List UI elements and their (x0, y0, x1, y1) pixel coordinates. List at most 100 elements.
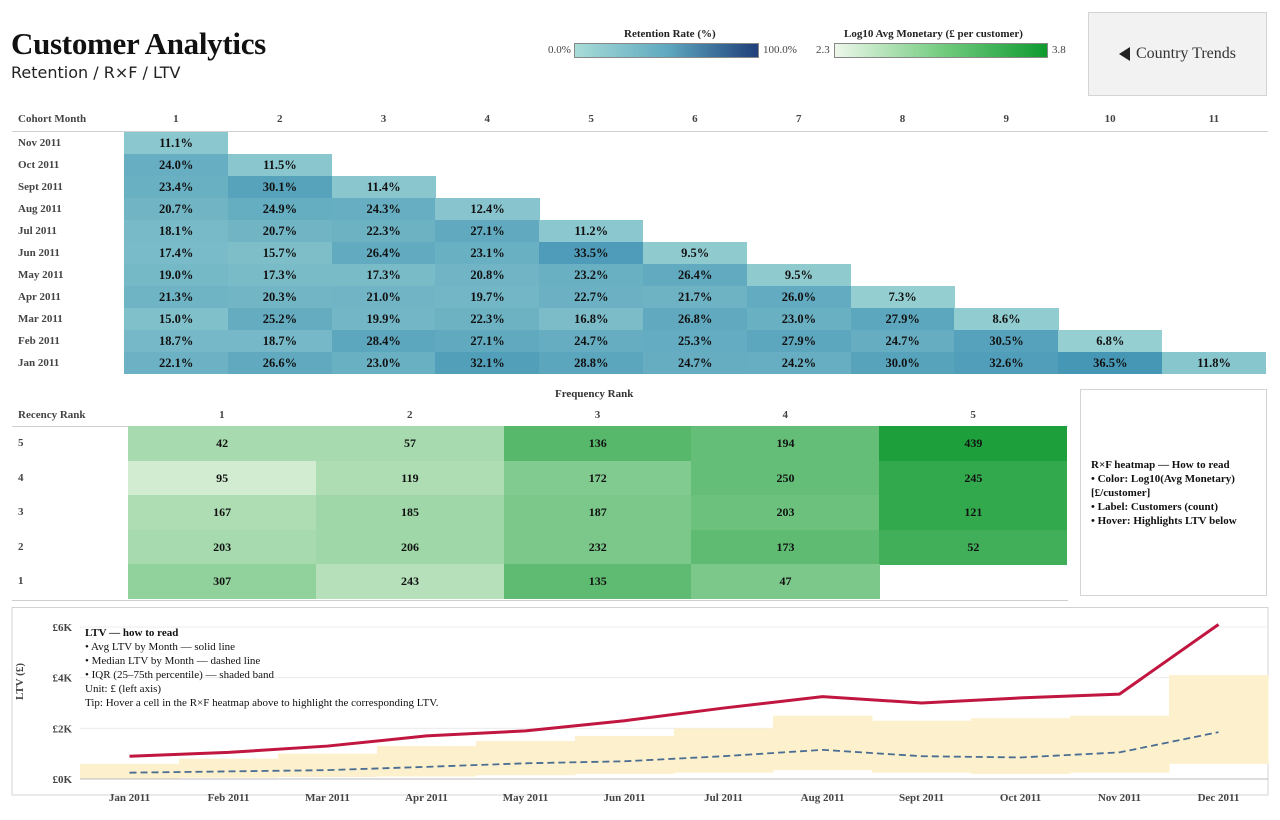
cohort-row-label: Feb 2011 (18, 335, 60, 347)
ltv-x-tick: Jun 2011 (604, 792, 646, 804)
cohort-column-header: 1 (173, 113, 179, 125)
ltv-iqr-band (278, 753, 378, 777)
rxf-cell[interactable]: 203 (128, 529, 317, 565)
cohort-row-label: May 2011 (18, 269, 64, 281)
rxf-cell[interactable]: 185 (315, 495, 505, 531)
cohort-row-label: Jan 2011 (18, 357, 60, 369)
rxf-row-label: 5 (18, 437, 24, 449)
cohort-cell: 28.8% (539, 352, 644, 374)
cohort-cell: 9.5% (746, 264, 852, 286)
rxf-cell[interactable]: 206 (315, 529, 505, 565)
cohort-cell: 18.7% (227, 330, 333, 352)
ltv-iqr-band (773, 715, 873, 771)
cohort-cell: 26.4% (643, 264, 748, 286)
rxf-cell[interactable]: 47 (691, 564, 880, 600)
ltv-help-line: Unit: £ (left axis) (85, 683, 162, 695)
cohort-row-label: Aug 2011 (18, 203, 62, 215)
cohort-cell: 11.2% (539, 220, 644, 242)
rxf-column-header: 4 (782, 409, 789, 421)
country-trends-button[interactable]: Country Trends (1088, 12, 1267, 96)
cohort-cell: 23.2% (539, 264, 644, 286)
rxf-cell[interactable]: 121 (879, 495, 1068, 531)
monetary-legend-gradient (834, 43, 1048, 58)
retention-legend-min: 0.0% (548, 44, 571, 56)
cohort-row-label: Mar 2011 (18, 313, 63, 325)
rxf-cell[interactable]: 172 (503, 460, 692, 496)
cohort-cell: 24.7% (539, 330, 644, 352)
median-ltv-line (129, 731, 1219, 774)
cohort-cell: 11.4% (331, 176, 436, 198)
rxf-cell[interactable]: 232 (503, 529, 692, 565)
cohort-cell: 27.1% (435, 330, 540, 352)
cohort-cell: 18.1% (124, 220, 229, 242)
rxf-cell[interactable]: 439 (879, 426, 1068, 462)
rxf-cell[interactable]: 307 (128, 564, 317, 600)
ltv-iqr-band (377, 746, 477, 777)
cohort-cell: 21.3% (124, 286, 229, 308)
page-title: Customer Analytics (11, 26, 266, 61)
cohort-cell: 20.3% (227, 286, 333, 308)
ltv-iqr-band (1070, 715, 1170, 773)
rxf-column-header: 3 (594, 409, 601, 421)
monetary-legend-min: 2.3 (816, 44, 830, 56)
ltv-y-tick: £2K (52, 723, 72, 735)
cohort-cell: 6.8% (1058, 330, 1163, 352)
rxf-cell[interactable]: 167 (128, 495, 317, 531)
cohort-cell: 21.7% (643, 286, 748, 308)
cohort-row-header: Cohort Month (18, 113, 87, 125)
cohort-cell: 24.7% (643, 352, 748, 374)
cohort-cell: 27.1% (435, 220, 540, 242)
cohort-column-header: 11 (1208, 113, 1220, 125)
rxf-column-header: 5 (970, 409, 976, 421)
cohort-cell: 30.0% (850, 352, 955, 374)
ltv-iqr-band (1169, 675, 1269, 764)
cohort-cell: 32.1% (435, 352, 540, 374)
cohort-column-header: 5 (588, 113, 594, 125)
ltv-y-axis-label: LTV (£) (14, 663, 26, 700)
cohort-cell: 11.5% (227, 154, 333, 176)
ltv-iqr-band (476, 741, 576, 776)
ltv-help-line: • Median LTV by Month — dashed line (85, 655, 261, 667)
rxf-cell[interactable]: 243 (315, 564, 505, 600)
cohort-cell: 17.4% (124, 242, 229, 264)
rxf-column-header: 2 (406, 409, 413, 421)
ltv-iqr-band (575, 735, 675, 774)
rxf-cell[interactable]: 135 (503, 564, 692, 600)
cohort-cell: 22.1% (124, 352, 229, 374)
ltv-line-chart: £0K £2K £4K £6K Jan 2011 Feb 2011 Mar 2011 Apr … (11, 607, 1269, 804)
rxf-bottom-divider (12, 600, 1068, 601)
ltv-x-tick: Jan 2011 (109, 792, 150, 804)
rxf-cell[interactable]: 57 (315, 426, 505, 462)
cohort-cell: 7.3% (850, 286, 955, 308)
cohort-cell: 22.3% (435, 308, 540, 330)
rxf-cell[interactable]: 203 (691, 495, 880, 531)
rxf-row-header: Recency Rank (18, 409, 86, 421)
rxf-cell[interactable]: 245 (879, 460, 1068, 496)
cohort-cell: 15.0% (124, 308, 229, 330)
rxf-cell[interactable]: 42 (128, 426, 317, 462)
cohort-cell: 9.5% (643, 242, 748, 264)
rxf-column-header: 1 (219, 409, 225, 421)
rxf-cell[interactable]: 95 (128, 460, 317, 496)
ltv-y-tick: £4K (52, 673, 72, 685)
rxf-cell[interactable]: 187 (503, 495, 692, 531)
rxf-cell[interactable]: 119 (315, 460, 505, 496)
cohort-cell: 23.1% (435, 242, 540, 264)
rxf-cell[interactable]: 173 (691, 529, 880, 565)
ltv-help-note: LTV — how to read • Avg LTV by Month — s… (85, 626, 438, 710)
cohort-row-label: Oct 2011 (18, 159, 60, 171)
rxf-cell[interactable]: 52 (879, 529, 1068, 565)
cohort-cell: 24.3% (331, 198, 436, 220)
cohort-cell: 24.7% (850, 330, 955, 352)
cohort-row-label: Sept 2011 (18, 181, 63, 193)
ltv-help-title: LTV — how to read (85, 627, 179, 639)
rxf-cell[interactable]: 136 (503, 426, 692, 462)
cohort-column-header: 8 (899, 113, 906, 125)
rxf-row-label: 3 (18, 506, 24, 519)
ltv-iqr-band (179, 758, 279, 778)
monetary-legend-title: Log10 Avg Monetary (£ per customer) (844, 28, 1023, 40)
rxf-cell[interactable]: 250 (691, 460, 880, 496)
rxf-frequency-title: Frequency Rank (555, 388, 634, 400)
rxf-cell[interactable]: 194 (691, 426, 880, 462)
ltv-x-tick: Feb 2011 (208, 792, 250, 804)
